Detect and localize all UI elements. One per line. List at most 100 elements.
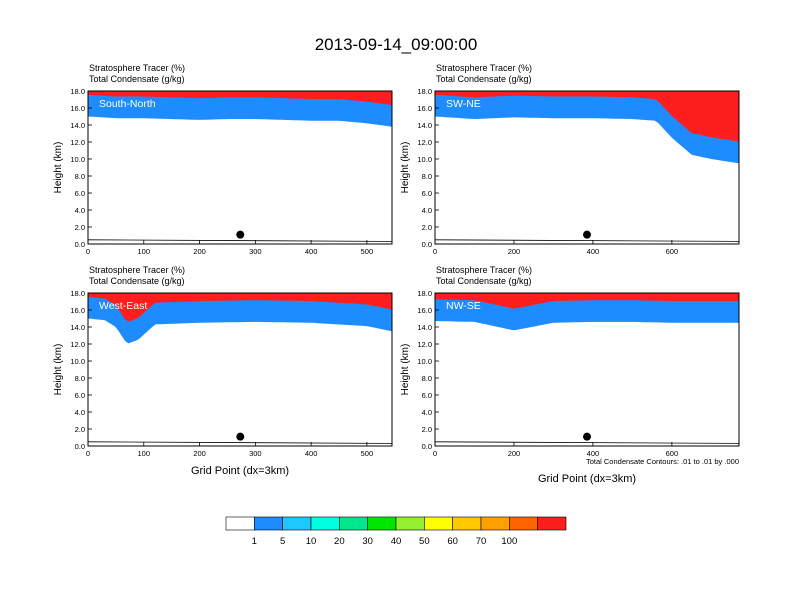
y-tick-label: 0.0	[422, 442, 432, 451]
terrain-line	[435, 239, 739, 242]
tracer-band	[88, 91, 392, 127]
colorbar-label: 5	[280, 536, 285, 547]
y-tick-label: 12.0	[417, 138, 432, 147]
y-tick-label: 2.0	[422, 223, 432, 232]
field-label: Total Condensate (g/kg)	[436, 276, 532, 286]
x-tick-label: 600	[666, 247, 679, 256]
terrain-line	[435, 441, 739, 444]
terrain-line	[88, 441, 392, 444]
y-tick-label: 6.0	[422, 189, 432, 198]
colorbar-label: 20	[334, 536, 345, 547]
x-tick-label: 200	[508, 247, 521, 256]
plot-frame	[87, 90, 393, 245]
x-tick-label: 100	[138, 449, 151, 458]
colorbar-swatch	[282, 516, 312, 531]
colorbar-swatch	[424, 516, 453, 531]
colorbar-swatch	[225, 516, 255, 531]
y-tick-label: 14.0	[417, 121, 432, 130]
colorbar-swatch	[480, 516, 510, 531]
field-label: Total Condensate (g/kg)	[89, 276, 185, 286]
x-axis-label: Grid Point (dx=3km)	[191, 465, 289, 477]
tracer-max-region	[435, 293, 739, 309]
x-tick-label: 500	[361, 449, 374, 458]
x-tick-label: 100	[138, 247, 151, 256]
x-tick-label: 200	[193, 449, 206, 458]
colorbar-swatch	[367, 516, 397, 531]
x-tick-label: 400	[305, 449, 318, 458]
y-tick-label: 0.0	[422, 240, 432, 249]
x-tick-label: 0	[86, 449, 90, 458]
location-marker	[583, 432, 591, 441]
y-tick-label: 12.0	[70, 138, 85, 147]
panel-west-east: West-East Stratosphere Tracer (%)Total Co…	[53, 265, 393, 458]
y-tick-label: 4.0	[422, 206, 432, 215]
y-tick-label: 10.0	[70, 357, 85, 366]
field-label: Stratosphere Tracer (%)	[436, 265, 532, 275]
field-label: Stratosphere Tracer (%)	[89, 265, 185, 275]
y-tick-label: 10.0	[417, 155, 432, 164]
field-label: Total Condensate (g/kg)	[89, 74, 185, 84]
y-tick-label: 16.0	[417, 104, 432, 113]
colorbar-swatch	[537, 516, 567, 531]
colorbar-swatch	[339, 516, 368, 531]
y-tick-label: 2.0	[75, 223, 85, 232]
y-tick-label: 10.0	[70, 155, 85, 164]
y-tick-label: 16.0	[417, 306, 432, 315]
tracer-field	[88, 91, 392, 242]
y-tick-label: 6.0	[422, 391, 432, 400]
x-tick-label: 400	[587, 247, 600, 256]
colorbar-label: 60	[447, 536, 458, 547]
colorbar-label: 50	[419, 536, 430, 547]
y-tick-label: 4.0	[422, 408, 432, 417]
tracer-band	[435, 91, 739, 164]
panel-nw-se: NW-SE Stratosphere Tracer (%)Total Conden…	[400, 265, 740, 458]
y-axis-label: Height (km)	[53, 344, 64, 396]
panel-label: West-East	[99, 300, 147, 312]
plot-frame	[434, 90, 740, 245]
x-tick-label: 300	[249, 449, 262, 458]
y-tick-label: 8.0	[422, 374, 432, 383]
x-tick-label: 0	[86, 247, 90, 256]
y-tick-label: 18.0	[417, 87, 432, 96]
y-tick-label: 10.0	[417, 357, 432, 366]
tracer-field	[435, 91, 739, 242]
y-tick-label: 2.0	[422, 425, 432, 434]
x-tick-label: 400	[587, 449, 600, 458]
x-tick-label: 600	[666, 449, 679, 458]
y-tick-label: 4.0	[75, 408, 85, 417]
y-tick-label: 0.0	[75, 442, 85, 451]
x-tick-label: 0	[433, 247, 437, 256]
location-marker	[236, 230, 245, 239]
y-tick-label: 18.0	[417, 289, 432, 298]
x-tick-label: 500	[361, 247, 374, 256]
location-marker	[236, 432, 245, 441]
y-tick-label: 14.0	[417, 323, 432, 332]
tracer-field	[435, 293, 739, 444]
y-tick-label: 16.0	[70, 104, 85, 113]
panel-sw-ne: SW-NE Stratosphere Tracer (%)Total Conden…	[400, 63, 740, 256]
tracer-max-region	[435, 91, 739, 142]
colorbar-label: 40	[391, 536, 402, 547]
panel-south-north: South-North Stratosphere Tracer (%)Total …	[53, 63, 393, 256]
colorbar-swatch	[310, 516, 340, 531]
panel-label: South-North	[99, 98, 156, 110]
colorbar-label: 30	[362, 536, 373, 547]
plot-frame	[434, 292, 740, 447]
colorbar-label: 10	[306, 536, 317, 547]
x-tick-label: 0	[433, 449, 437, 458]
colorbar-swatch	[395, 516, 425, 531]
x-axis-label: Grid Point (dx=3km)	[538, 473, 636, 485]
y-axis-label: Height (km)	[400, 142, 411, 194]
y-tick-label: 18.0	[70, 87, 85, 96]
field-label: Stratosphere Tracer (%)	[436, 63, 532, 73]
y-tick-label: 0.0	[75, 240, 85, 249]
y-tick-label: 4.0	[75, 206, 85, 215]
y-tick-label: 14.0	[70, 323, 85, 332]
x-tick-label: 200	[193, 247, 206, 256]
tracer-field	[88, 293, 392, 444]
tracer-band	[88, 293, 392, 344]
x-tick-label: 400	[305, 247, 318, 256]
plot-frame	[87, 292, 393, 447]
field-label: Stratosphere Tracer (%)	[89, 63, 185, 73]
